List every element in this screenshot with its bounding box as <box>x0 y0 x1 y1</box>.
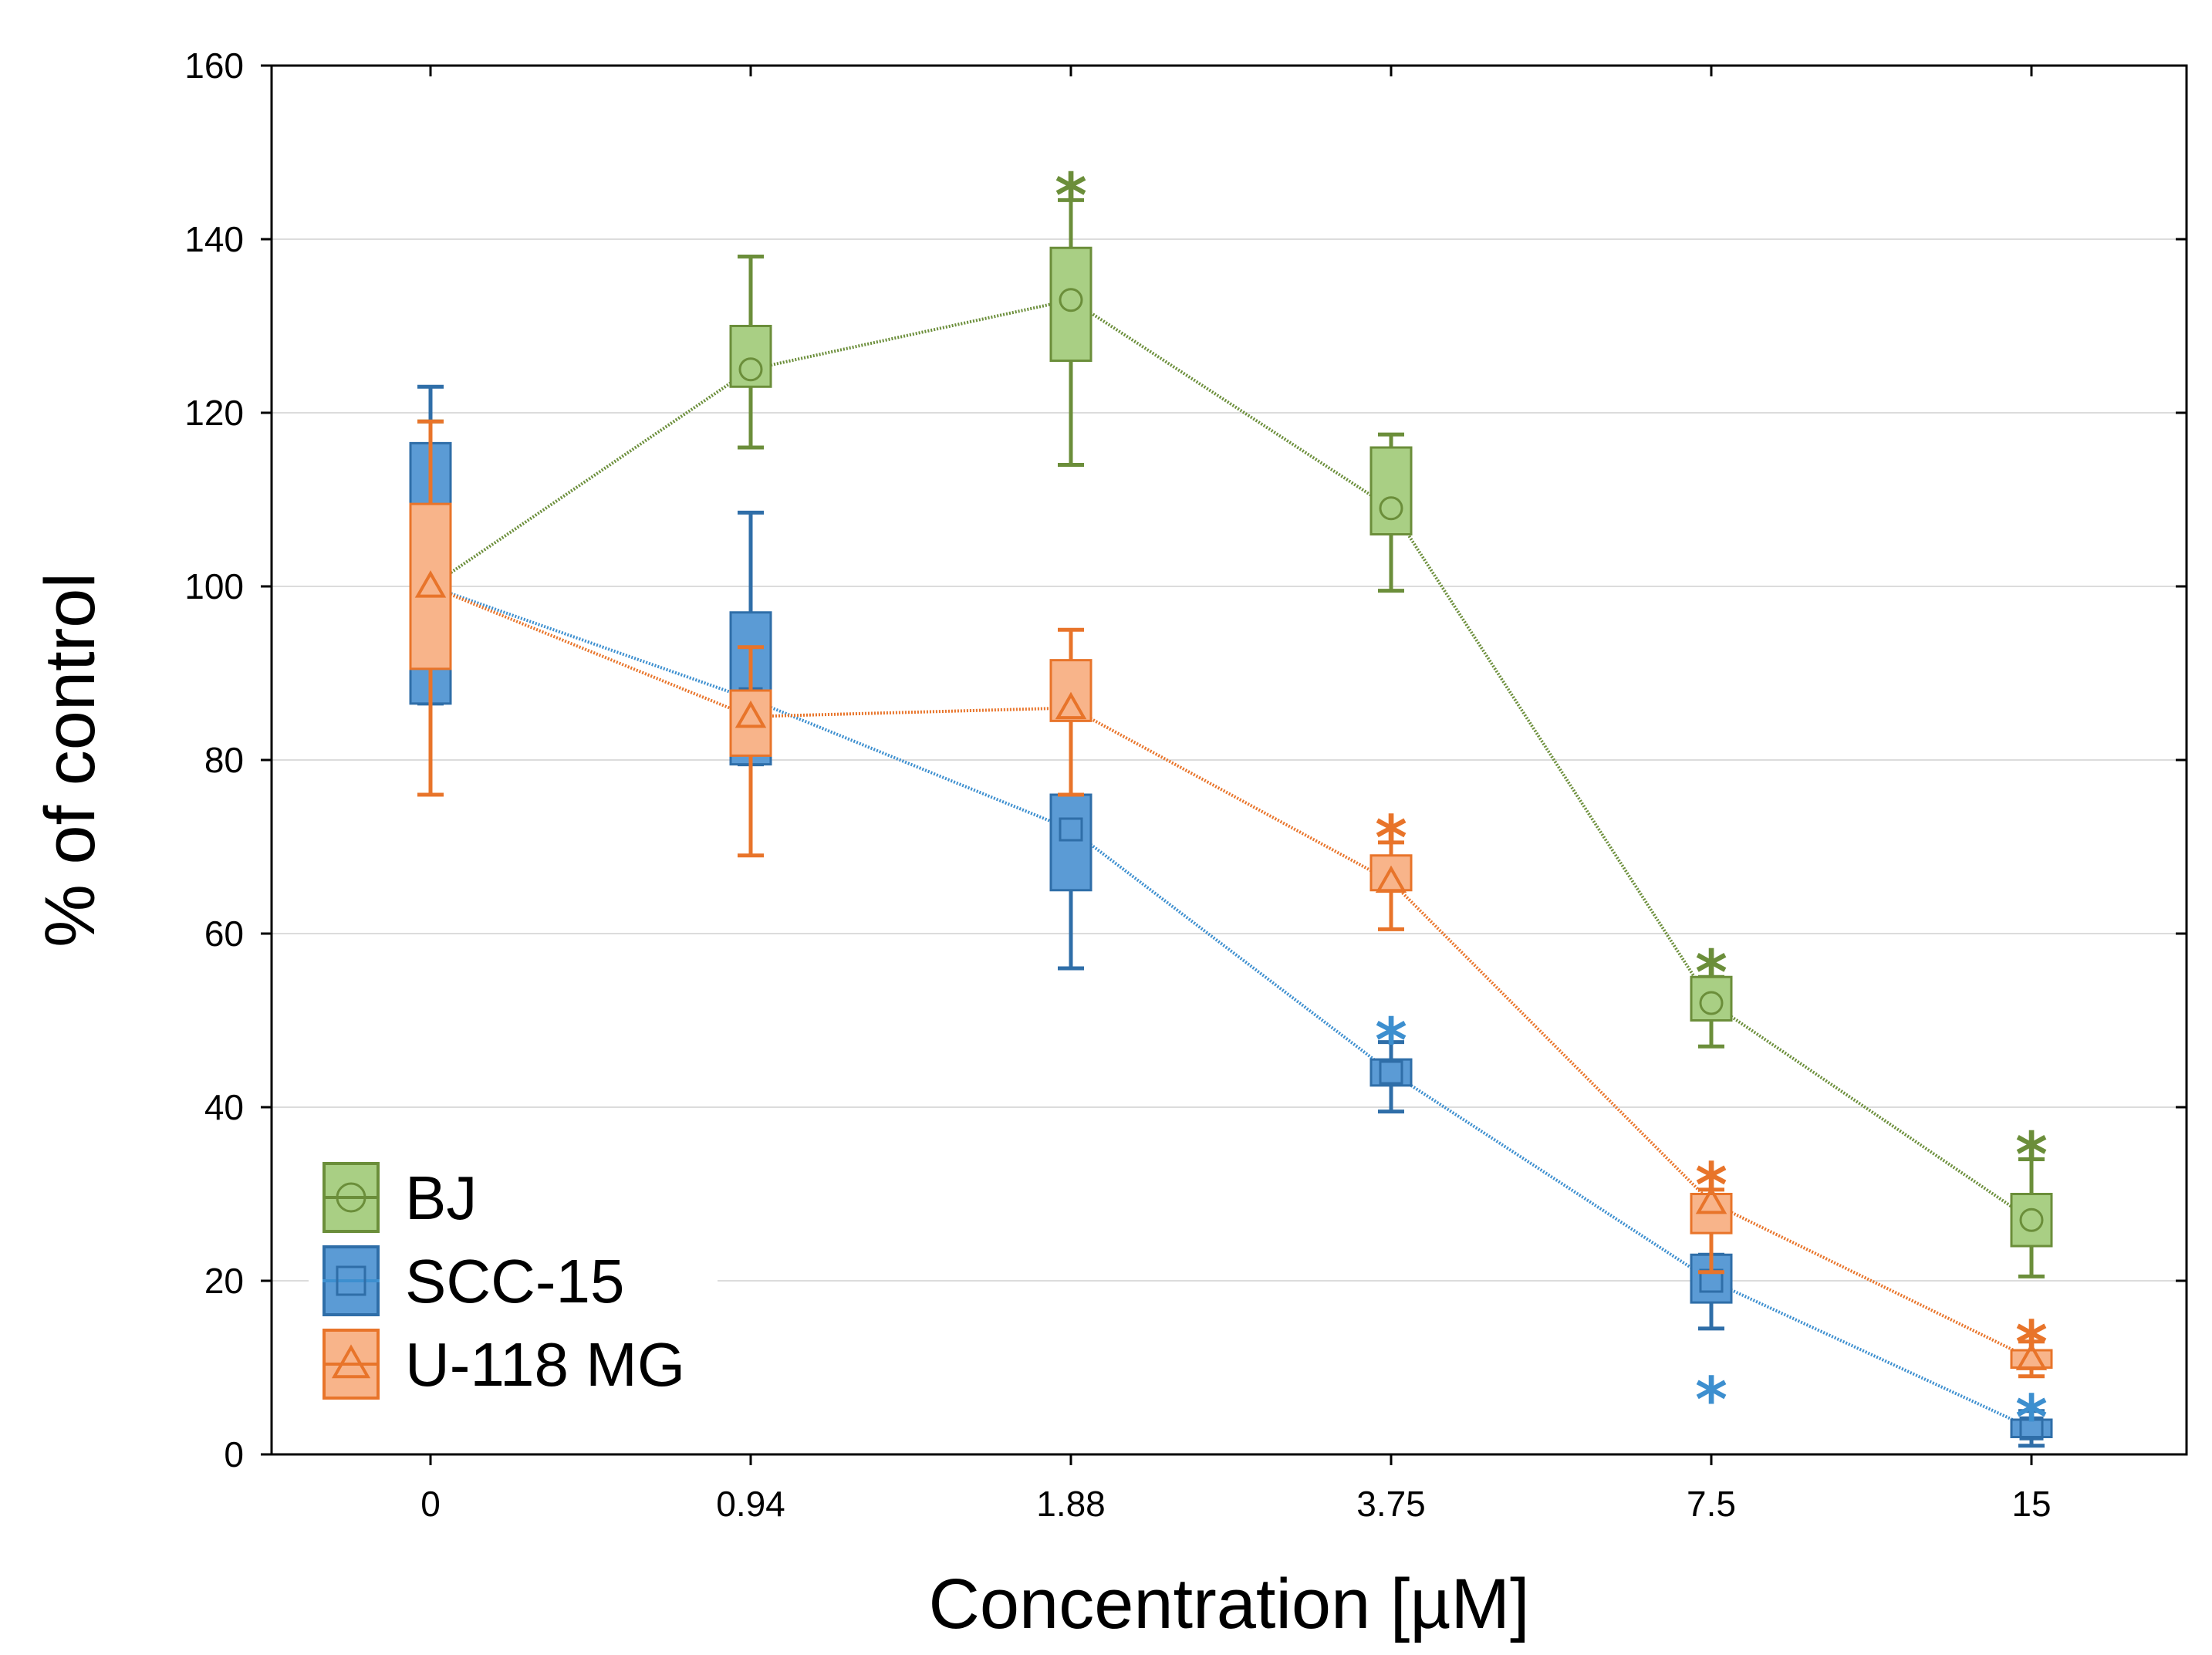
significance-star: * <box>2015 1382 2048 1454</box>
data-point: * <box>1690 1150 1733 1275</box>
series-line <box>430 585 2032 1430</box>
y-tick-label: 120 <box>184 393 244 433</box>
data-point <box>1369 432 1413 593</box>
data-point <box>1049 627 1092 797</box>
mean-marker <box>1699 991 1724 1015</box>
data-point: * <box>1049 160 1092 467</box>
legend-label: SCC-15 <box>405 1247 625 1316</box>
legend-item: U-118 MG <box>323 1329 685 1400</box>
mean-marker <box>735 700 767 728</box>
series-u-118-mg: * * * <box>409 419 2053 1380</box>
y-tick-label: 0 <box>224 1434 244 1474</box>
mean-marker <box>414 570 447 598</box>
legend-label: U-118 MG <box>405 1330 685 1399</box>
legend-marker <box>331 1344 371 1379</box>
box <box>409 502 452 670</box>
data-point <box>409 419 452 797</box>
gridlines <box>272 238 2187 1282</box>
series-line <box>429 298 2033 1221</box>
data-point: * <box>1690 1252 1733 1436</box>
box <box>729 689 772 757</box>
significance-star: * <box>1055 160 1087 231</box>
mean-marker <box>1059 817 1083 842</box>
y-tick-label: 20 <box>204 1261 244 1301</box>
significance-star: * <box>1695 1364 1727 1436</box>
mean-marker <box>1379 1060 1403 1085</box>
x-tick-label: 0 <box>420 1484 441 1524</box>
mean-marker <box>1059 288 1083 312</box>
significance-star: * <box>1695 1150 1727 1221</box>
legend-label: BJ <box>405 1164 477 1232</box>
box <box>1369 446 1413 535</box>
data-point: * <box>1369 1005 1413 1114</box>
mean-marker <box>1379 496 1403 521</box>
legend: BJ SCC-15 U-118 MG <box>309 1134 718 1400</box>
y-axis-label: % of control <box>31 572 110 947</box>
series-line <box>430 585 2032 1361</box>
data-point: * <box>1369 802 1413 931</box>
y-tick-label: 160 <box>184 46 244 86</box>
significance-star: * <box>2015 1120 2048 1191</box>
x-tick-label: 15 <box>2011 1484 2051 1524</box>
x-tick-label: 3.75 <box>1356 1484 1426 1524</box>
box <box>1049 659 1092 722</box>
box <box>1049 793 1092 892</box>
significance-star: * <box>2015 1308 2048 1380</box>
box <box>1369 1058 1413 1087</box>
mean-marker <box>2019 1416 2044 1441</box>
x-axis: 0 0.94 1.88 3.75 7.5 15 <box>420 66 2052 1524</box>
y-tick-label: 140 <box>184 219 244 259</box>
mean-marker <box>1695 1186 1727 1214</box>
data-point: * <box>2010 1308 2053 1380</box>
x-tick-label: 0.94 <box>716 1484 785 1524</box>
box <box>729 325 772 388</box>
data-point: * <box>2010 1120 2053 1278</box>
x-axis-label: Concentration [µM] <box>928 1565 1529 1643</box>
data-point <box>729 255 772 450</box>
x-tick-label: 1.88 <box>1036 1484 1106 1524</box>
series-layer: ***** **** <box>409 160 2053 1454</box>
x-tick-label: 7.5 <box>1687 1484 1736 1524</box>
y-tick-label: 80 <box>204 740 244 780</box>
data-point: * <box>1690 937 1733 1049</box>
legend-marker <box>336 1182 366 1213</box>
mean-marker <box>1055 691 1087 720</box>
mean-marker <box>738 357 763 382</box>
mean-marker <box>1375 865 1407 893</box>
legend-marker <box>336 1265 366 1296</box>
legend-item: SCC-15 <box>323 1245 625 1316</box>
significance-star: * <box>1375 1005 1407 1077</box>
box <box>2010 1193 2053 1248</box>
legend-item: BJ <box>323 1162 477 1233</box>
significance-star: * <box>1375 802 1407 874</box>
significance-star: * <box>1695 937 1727 1008</box>
mean-marker <box>2015 1343 2048 1370</box>
box <box>1049 246 1092 362</box>
y-tick-label: 60 <box>204 914 244 954</box>
mean-marker <box>2019 1207 2044 1232</box>
data-point: * <box>2010 1382 2053 1454</box>
y-tick-label: 100 <box>184 566 244 606</box>
box <box>1369 854 1413 892</box>
data-point <box>1049 792 1092 971</box>
data-point <box>729 645 772 858</box>
y-tick-label: 40 <box>204 1087 244 1127</box>
y-axis: 0 20 40 60 80 100 120 140 160 <box>184 46 2187 1474</box>
